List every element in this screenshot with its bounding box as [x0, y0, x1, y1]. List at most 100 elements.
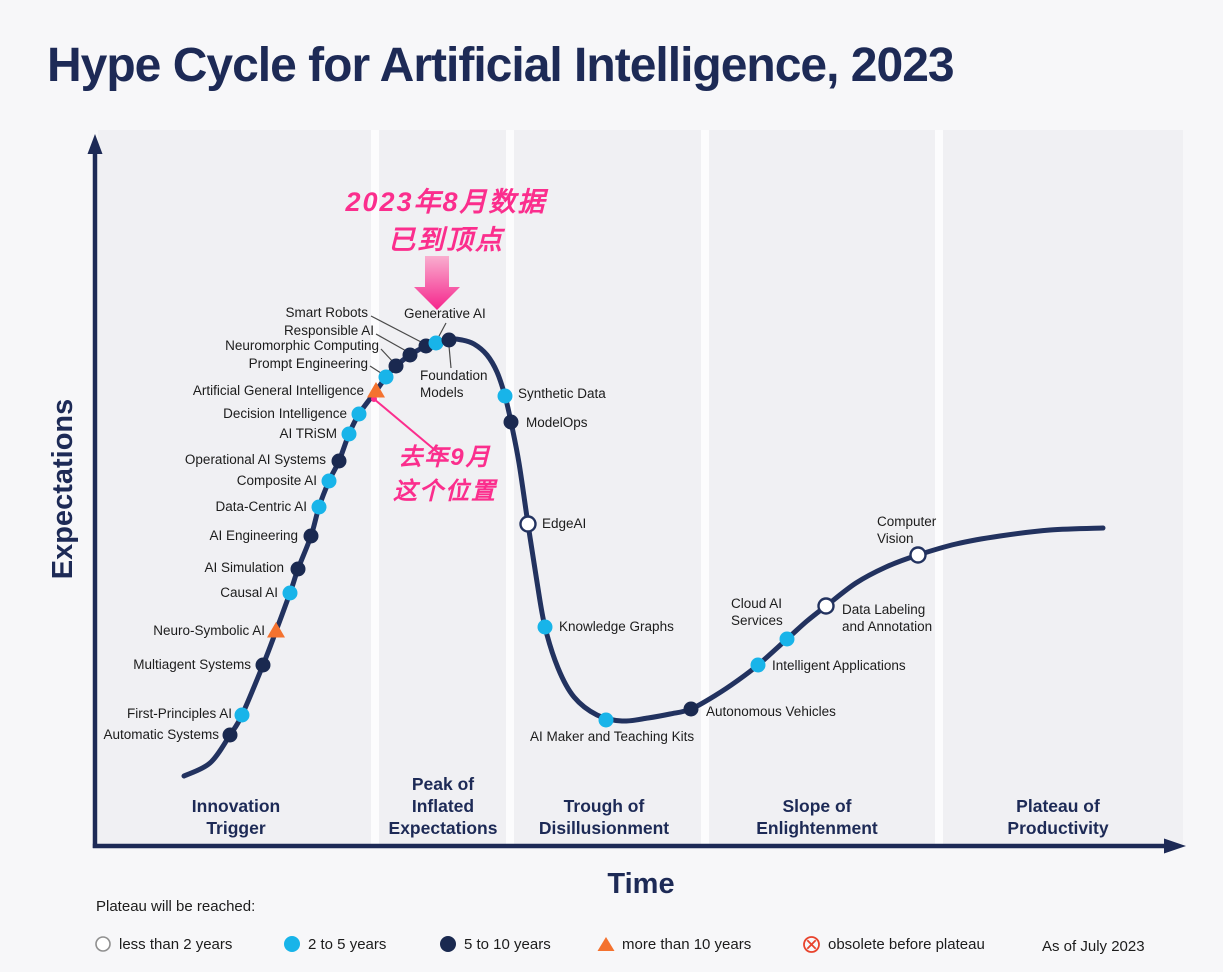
- white-circle-icon: [95, 936, 111, 952]
- down-arrow-icon: [414, 256, 460, 310]
- generative-ai-label: Generative AI: [404, 306, 486, 321]
- neuro-symbolic-ai-label: Neuro-Symbolic AI: [153, 623, 265, 638]
- y-axis-arrow-icon: [87, 134, 103, 154]
- responsible-ai-leader-line: [375, 333, 409, 353]
- last-year-annotation-text: 去年9月 这个位置: [345, 444, 545, 506]
- ai-simulation-marker: [290, 561, 306, 577]
- smart-robots-leader-line: [370, 315, 424, 344]
- peak-annotation-arrow: [414, 256, 460, 310]
- operational-ai-systems-label: Operational AI Systems: [184, 452, 326, 467]
- data-centric-ai-marker: [311, 499, 327, 515]
- legend-item-label: 5 to 10 years: [464, 935, 551, 953]
- ai-trism-label: AI TRiSM: [279, 426, 337, 441]
- legend-item-more-than-10-years: more than 10 years: [597, 935, 751, 953]
- peak-annotation-line1: 2023年8月数据: [345, 187, 547, 217]
- phase-divider: [506, 130, 514, 844]
- multiagent-systems-label: Multiagent Systems: [133, 657, 251, 672]
- legend-item-label: obsolete before plateau: [828, 936, 985, 953]
- blue-dot-icon: [284, 936, 300, 952]
- x-axis-label: Time: [607, 868, 675, 900]
- responsible-ai-label: Responsible AI: [283, 323, 374, 338]
- prompt-engineering-marker: [378, 369, 394, 385]
- phase-label-innovation-trigger: Innovation Trigger: [191, 796, 281, 838]
- phase-divider: [371, 130, 379, 844]
- ai-maker-and-teaching-kits-marker: [598, 712, 614, 728]
- legend-item-label: more than 10 years: [622, 935, 752, 953]
- generative-ai-leader-line: [437, 322, 447, 339]
- peak-annotation-line2: 已到顶点: [388, 225, 504, 255]
- prompt-engineering-label: Prompt Engineering: [248, 356, 368, 371]
- causal-ai-marker: [282, 585, 298, 601]
- intelligent-applications-label: Intelligent Applications: [772, 658, 906, 673]
- leader-lines: [369, 315, 452, 376]
- last-year-annotation-line2: 这个位置: [393, 478, 497, 505]
- last-year-annotation-line1: 去年9月: [398, 444, 492, 471]
- foundation-models-leader-line: [448, 345, 452, 369]
- x-axis: [92, 838, 1186, 854]
- artificial-general-intelligence-marker: [367, 382, 385, 398]
- automatic-systems-label: Automatic Systems: [103, 727, 219, 742]
- ai-maker-and-teaching-kits-label: AI Maker and Teaching Kits: [530, 729, 695, 744]
- edgeai-label: EdgeAI: [542, 516, 587, 531]
- foundation-models-marker: [441, 332, 457, 348]
- phase-label-trough-of-disillusionment: Trough of Disillusionment: [538, 796, 670, 838]
- ai-engineering-label: AI Engineering: [209, 528, 298, 543]
- first-principles-ai-label: First-Principles AI: [126, 706, 232, 721]
- generative-ai-marker: [428, 335, 444, 351]
- hype-curve: [181, 336, 1106, 779]
- autonomous-vehicles-marker: [683, 701, 699, 717]
- legend-header: Plateau will be reached:: [96, 898, 256, 915]
- ai-trism-marker: [341, 426, 357, 442]
- multiagent-systems-marker: [255, 657, 271, 673]
- modelops-label: ModelOps: [526, 415, 588, 430]
- composite-ai-marker: [321, 473, 337, 489]
- data-labeling-and-annotation-label: Data Labeling and Annotation: [842, 602, 933, 634]
- ai-engineering-marker: [303, 528, 319, 544]
- peak-annotation-text: 2023年8月数据 已到顶点: [326, 187, 566, 255]
- neuromorphic-computing-marker: [388, 358, 404, 374]
- legend-item-obsolete-before-plateau: obsolete before plateau: [802, 935, 985, 954]
- foundation-models-label: Foundation Models: [420, 368, 488, 400]
- knowledge-graphs-marker: [537, 619, 553, 635]
- decision-intelligence-marker: [351, 406, 367, 422]
- phase-divider: [935, 130, 943, 844]
- first-principles-ai-marker: [234, 707, 250, 723]
- cloud-ai-services-marker: [779, 631, 795, 647]
- data-centric-ai-label: Data-Centric AI: [215, 499, 307, 514]
- data-labeling-and-annotation-marker: [817, 597, 835, 615]
- data-point-markers: [222, 332, 927, 743]
- ai-simulation-label: AI Simulation: [204, 560, 284, 575]
- composite-ai-label: Composite AI: [236, 473, 317, 488]
- phase-label-plateau-of-productivity: Plateau of Productivity: [1007, 796, 1109, 838]
- obsolete-crossed-circle-icon: [803, 936, 820, 953]
- automatic-systems-marker: [222, 727, 238, 743]
- operational-ai-systems-marker: [331, 453, 347, 469]
- legend-item-5-to-10-years: 5 to 10 years: [439, 935, 551, 953]
- smart-robots-label: Smart Robots: [285, 305, 368, 320]
- legend-item-2-to-5-years: 2 to 5 years: [283, 935, 386, 953]
- edgeai-marker: [519, 515, 537, 533]
- synthetic-data-marker: [497, 388, 513, 404]
- y-axis-label: Expectations: [47, 398, 79, 580]
- responsible-ai-marker: [402, 347, 418, 363]
- plot-area: [98, 130, 1183, 844]
- navy-dot-icon: [440, 936, 456, 952]
- legend-item-less-than-2-years: less than 2 years: [94, 935, 232, 953]
- y-axis: [87, 134, 103, 848]
- neuromorphic-computing-label: Neuromorphic Computing: [225, 338, 379, 353]
- as-of-date: As of July 2023: [1042, 938, 1145, 955]
- orange-triangle-icon: [597, 937, 615, 951]
- synthetic-data-label: Synthetic Data: [518, 386, 606, 401]
- legend-item-label: less than 2 years: [119, 935, 233, 953]
- phase-divider: [701, 130, 709, 844]
- phase-label-slope-of-enlightenment: Slope of Enlightenment: [756, 796, 878, 838]
- legend-item-label: 2 to 5 years: [308, 935, 387, 953]
- neuro-symbolic-ai-marker: [267, 622, 285, 638]
- x-axis-arrow-icon: [1164, 838, 1186, 854]
- knowledge-graphs-label: Knowledge Graphs: [559, 619, 674, 634]
- computer-vision-marker: [909, 546, 927, 564]
- artificial-general-intelligence-label: Artificial General Intelligence: [192, 383, 364, 398]
- computer-vision-label: Computer Vision: [877, 514, 937, 546]
